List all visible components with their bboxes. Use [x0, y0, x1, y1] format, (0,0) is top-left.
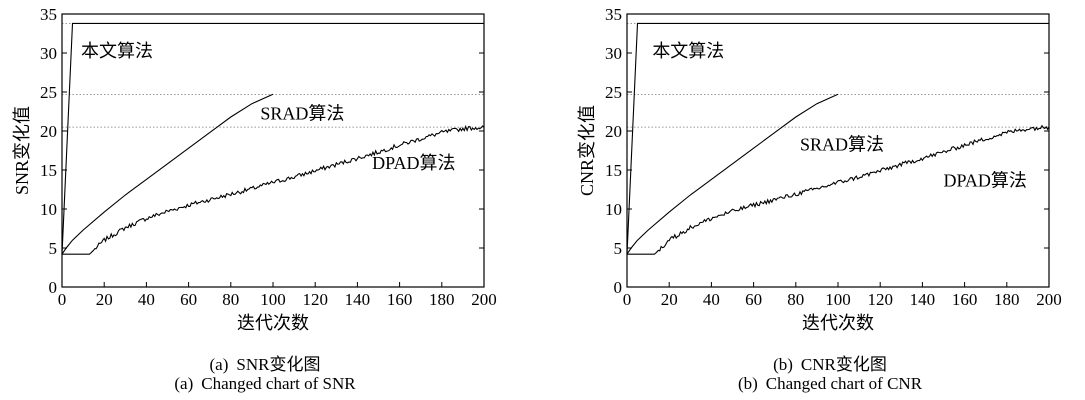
series-annotation: 本文算法	[81, 41, 153, 61]
caption-cn: (b) CNR变化图	[565, 350, 1085, 375]
y-tick-label: 10	[40, 200, 57, 219]
y-tick-label: 30	[40, 44, 57, 63]
x-tick-label: 20	[661, 290, 678, 309]
y-tick-label: 5	[49, 239, 58, 258]
chart-panel-cnr: 0 5 10 15 20 25 30 35 0 20 40 60 80 100 120 140 160 180 20…	[565, 0, 1085, 400]
caption-en: (b) Changed chart of CNR	[565, 374, 1085, 394]
x-tick-label: 140	[910, 290, 936, 309]
series-line-3	[627, 124, 1050, 255]
caption-prefix: (a)	[209, 355, 229, 374]
cnr-chart: 0 5 10 15 20 25 30 35 0 20 40 60 80 100 120 140 160 180 20…	[577, 5, 1062, 334]
x-tick-label: 120	[302, 290, 328, 309]
x-tick-label: 180	[429, 290, 455, 309]
y-tick-label: 25	[40, 83, 57, 102]
series-line-1	[626, 22, 1049, 255]
series-line-1	[61, 22, 484, 255]
y-axis-label: CNR变化值	[577, 105, 597, 196]
y-tick-label: 35	[605, 5, 622, 24]
x-axis-label: 迭代次数	[802, 313, 874, 334]
x-tick-label: 200	[471, 290, 497, 309]
x-tick-label: 140	[345, 290, 371, 309]
x-tick-label: 100	[260, 290, 286, 309]
caption-en-prefix: (b)	[737, 374, 758, 393]
x-axis-label: 迭代次数	[237, 313, 309, 334]
series-annotation: SRAD算法	[800, 135, 884, 155]
x-tick-label: 180	[994, 290, 1020, 309]
snr-chart: 0 5 10 15 20 25 30 35 0 20 40 60 80 100 120 140 160 180 20…	[12, 5, 497, 334]
x-tick-label: 40	[703, 290, 720, 309]
x-tick-label: 100	[825, 290, 851, 309]
x-tick-label: 60	[180, 290, 197, 309]
series-line-3	[62, 124, 485, 255]
x-tick-label: 20	[96, 290, 113, 309]
y-tick-label: 10	[605, 200, 622, 219]
y-tick-label: 15	[605, 161, 622, 180]
x-tick-label: 160	[952, 290, 978, 309]
x-tick-label: 200	[1036, 290, 1062, 309]
y-tick-label: 5	[614, 239, 623, 258]
chart-panel-snr: 0 5 10 15 20 25 30 35 0 20 40 60 80 100 120 140 160 180 20…	[0, 0, 530, 400]
series-annotation: 本文算法	[652, 41, 724, 61]
y-axis-label: SNR变化值	[12, 106, 32, 195]
caption-en: (a) Changed chart of SNR	[0, 374, 530, 394]
y-tick-label: 0	[49, 278, 58, 297]
x-tick-label: 120	[867, 290, 893, 309]
caption-cn: (a) SNR变化图	[0, 350, 530, 375]
series-line-2	[626, 93, 839, 255]
y-tick-label: 0	[614, 278, 623, 297]
y-tick-label: 20	[605, 122, 622, 141]
x-tick-label: 0	[623, 290, 632, 309]
y-tick-label: 25	[605, 83, 622, 102]
x-tick-label: 40	[138, 290, 155, 309]
series-line-2	[61, 93, 274, 255]
caption-en-prefix: (a)	[174, 374, 194, 393]
x-tick-label: 0	[58, 290, 67, 309]
caption-cn-text: CNR变化图	[800, 355, 887, 374]
series-annotation: DPAD算法	[372, 153, 455, 173]
caption-en-text: Changed chart of SNR	[201, 374, 356, 393]
x-tick-label: 160	[387, 290, 413, 309]
caption-cn-text: SNR变化图	[236, 355, 321, 374]
y-tick-label: 15	[40, 161, 57, 180]
y-tick-label: 30	[605, 44, 622, 63]
series-annotation: DPAD算法	[944, 170, 1027, 190]
y-tick-label: 20	[40, 122, 57, 141]
series-annotation: SRAD算法	[260, 103, 344, 123]
y-tick-label: 35	[40, 5, 57, 24]
caption-en-text: Changed chart of CNR	[765, 374, 923, 393]
x-tick-label: 80	[222, 290, 239, 309]
caption-prefix: (b)	[773, 355, 793, 374]
x-tick-label: 80	[787, 290, 804, 309]
x-tick-label: 60	[745, 290, 762, 309]
